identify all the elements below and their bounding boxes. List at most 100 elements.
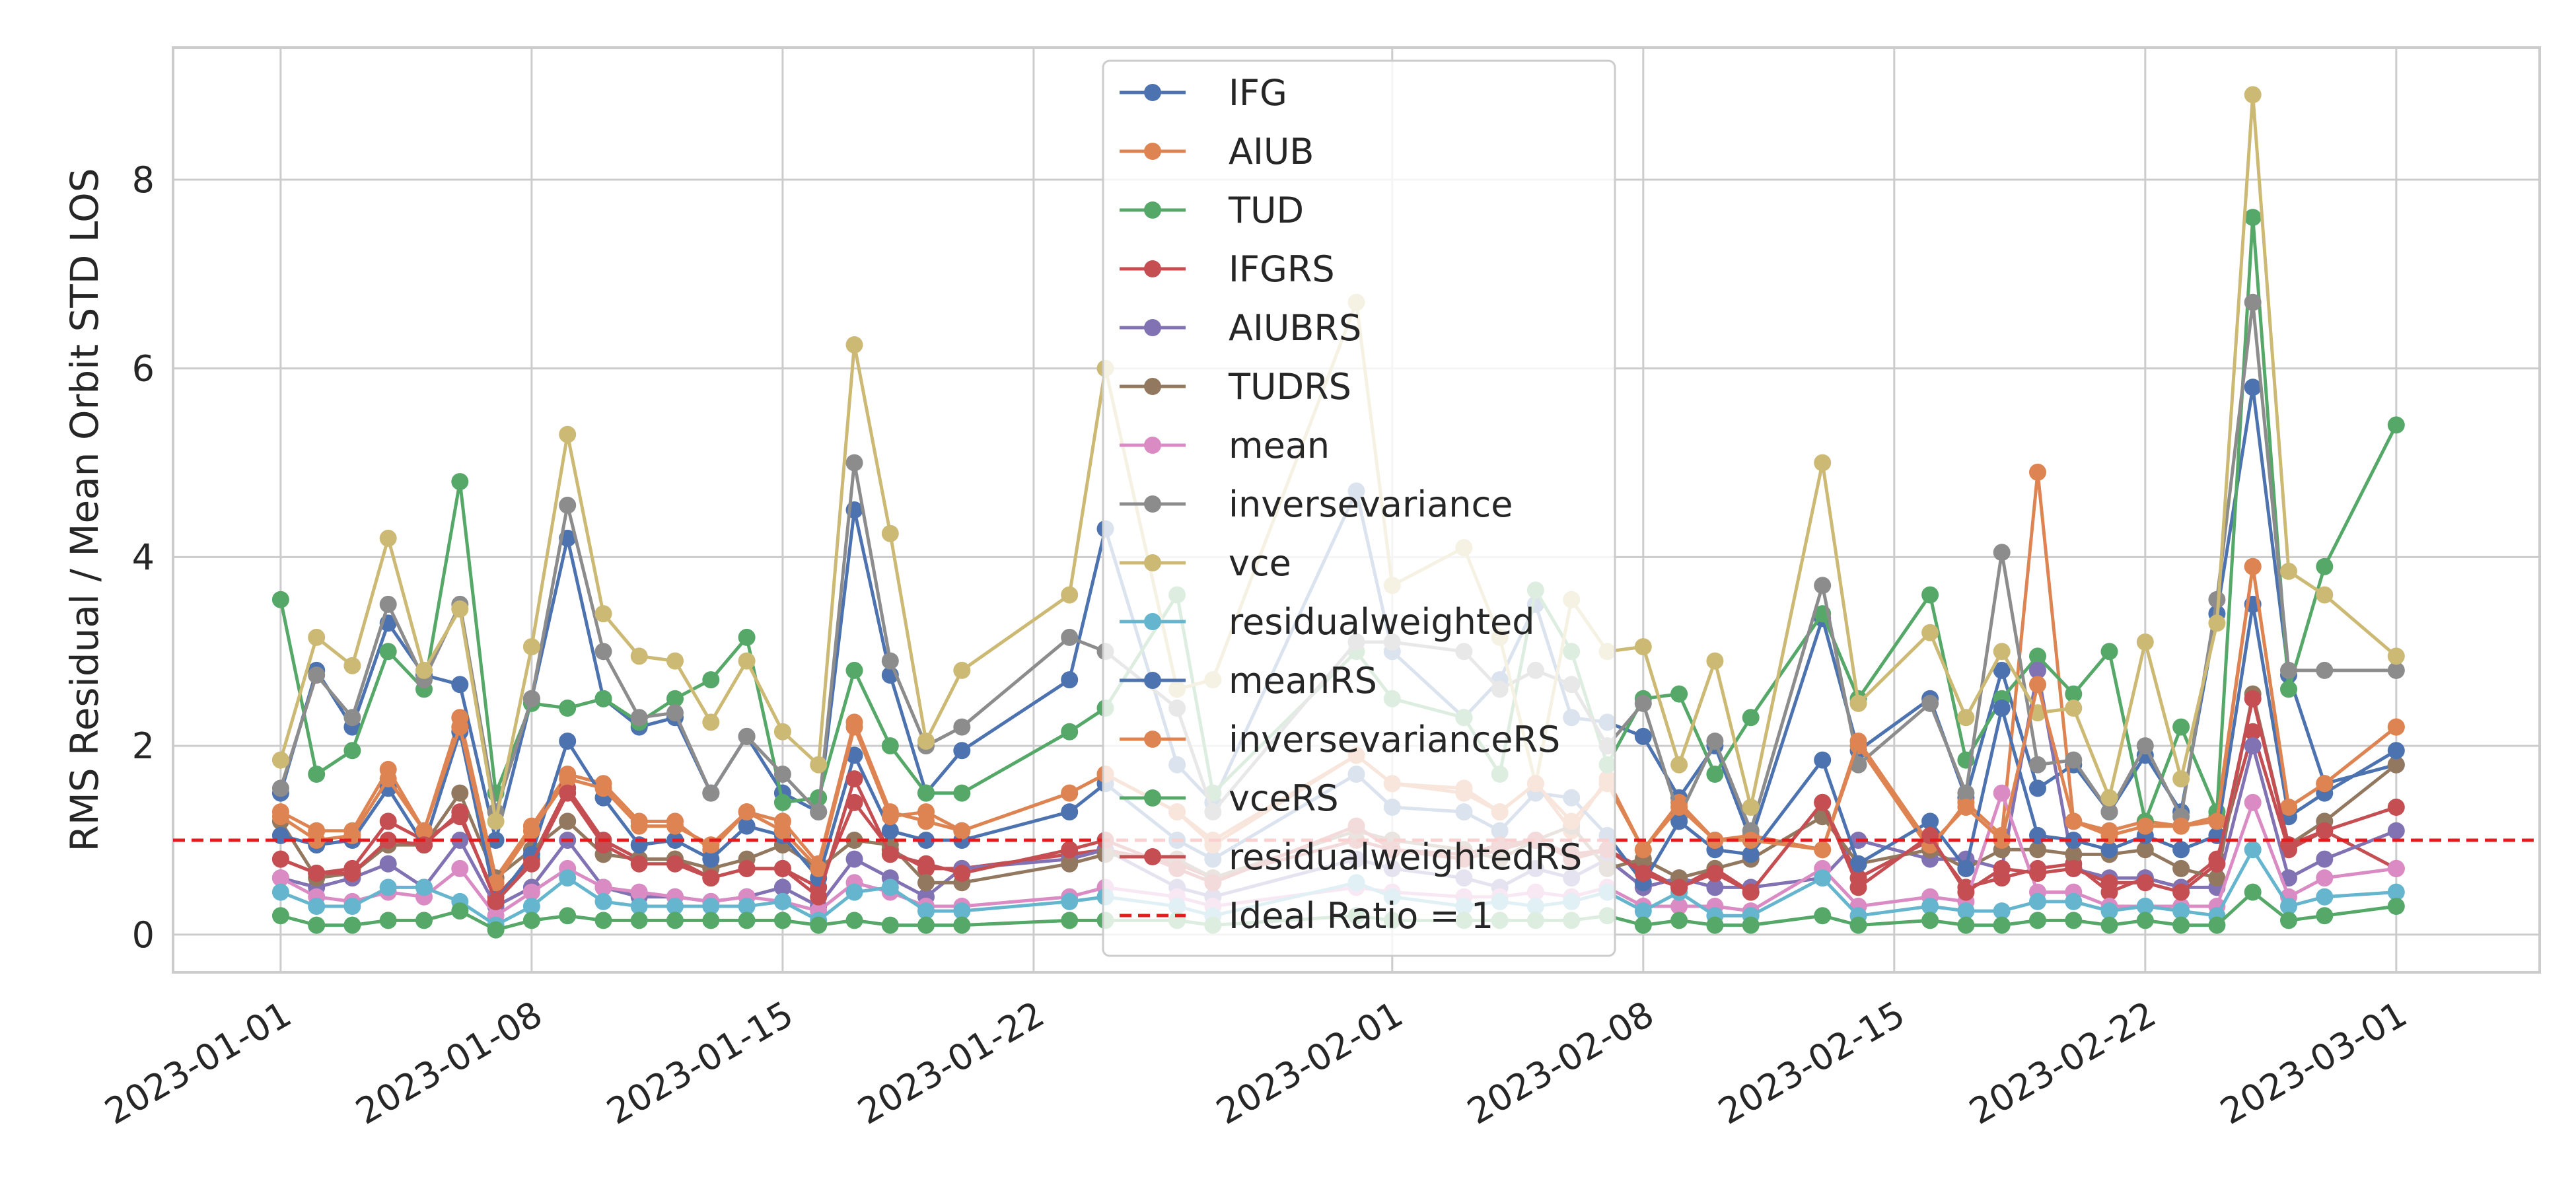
data-point-vceRS [487, 921, 505, 939]
data-point-inversevariance [773, 766, 791, 783]
legend-swatch-marker [1144, 143, 1161, 160]
data-point-inversevarianceRS [773, 822, 791, 840]
data-point-vceRS [2136, 912, 2154, 929]
data-point-vceRS [2172, 916, 2190, 934]
legend-swatch-marker [1144, 554, 1161, 571]
data-point-inversevarianceRS [1849, 733, 1867, 750]
data-point-vce [2244, 86, 2262, 104]
data-point-inversevarianceRS [379, 770, 397, 788]
data-point-vceRS [1706, 916, 1724, 934]
legend-label: vceRS [1229, 777, 1339, 819]
data-point-TUD [2316, 558, 2334, 575]
data-point-residualweighted [1814, 869, 1832, 887]
data-point-inversevarianceRS [1993, 832, 2011, 849]
data-point-meanRS [2172, 841, 2190, 859]
legend-item-TUD: TUD [1120, 190, 1304, 231]
legend-item-inversevariance: inversevariance [1120, 484, 1513, 525]
data-point-vce [594, 605, 612, 623]
data-point-inversevarianceRS [2172, 817, 2190, 835]
data-point-inversevariance [2100, 803, 2118, 821]
data-point-inversevariance [594, 643, 612, 661]
data-point-vce [2387, 647, 2405, 665]
data-point-residualweightedRS [953, 865, 971, 882]
data-point-inversevariance [2136, 737, 2154, 755]
data-point-residualweightedRS [2244, 690, 2262, 707]
data-point-IFGRS [2244, 723, 2262, 740]
data-point-vceRS [845, 912, 863, 929]
data-point-inversevarianceRS [2029, 676, 2046, 694]
data-point-vceRS [271, 907, 289, 925]
data-point-residualweighted [2172, 902, 2190, 920]
data-point-meanRS [881, 822, 899, 840]
data-point-inversevariance [2387, 661, 2405, 679]
legend-swatch-marker [1144, 437, 1161, 454]
data-point-inversevariance [379, 595, 397, 613]
data-point-vceRS [1670, 912, 1688, 929]
data-point-TUD [953, 784, 971, 802]
legend-item-IFG: IFG [1120, 72, 1287, 114]
data-point-vce [953, 661, 971, 679]
data-point-inversevarianceRS [1957, 799, 1975, 816]
data-point-AIUBRS [379, 855, 397, 873]
data-point-inversevarianceRS [1061, 784, 1079, 802]
data-point-vce [451, 600, 469, 618]
data-point-residualweightedRS [1706, 865, 1724, 882]
data-point-mean [630, 883, 648, 901]
data-point-vce [1957, 709, 1975, 727]
legend-label: mean [1229, 425, 1330, 466]
data-point-vceRS [702, 912, 720, 929]
data-point-vceRS [1814, 907, 1832, 925]
data-point-mean [1993, 784, 2011, 802]
data-point-residualweightedRS [845, 770, 863, 788]
data-point-inversevarianceRS [559, 770, 577, 788]
data-point-AIUBRS [773, 879, 791, 896]
data-point-meanRS [845, 746, 863, 764]
data-point-residualweighted [379, 879, 397, 896]
data-point-inversevariance [308, 667, 326, 684]
data-point-residualweighted [738, 898, 756, 915]
data-point-inversevariance [1993, 544, 2011, 561]
data-point-residualweighted [415, 879, 433, 896]
data-point-residualweightedRS [1814, 793, 1832, 811]
data-point-vce [1634, 638, 1652, 656]
data-point-inversevarianceRS [2280, 799, 2297, 816]
data-point-IFG [2244, 378, 2262, 396]
data-point-TUD [2387, 416, 2405, 434]
legend-label: residualweighted [1229, 601, 1535, 643]
data-point-inversevarianceRS [522, 822, 540, 840]
data-point-inversevarianceRS [917, 803, 935, 821]
data-point-TUDRS [2387, 756, 2405, 774]
data-point-TUD [308, 766, 326, 783]
data-point-meanRS [559, 733, 577, 750]
legend-item-vce: vce [1120, 542, 1291, 584]
data-point-vceRS [451, 902, 469, 920]
data-point-inversevariance [2029, 756, 2046, 774]
data-point-vceRS [1849, 916, 1867, 934]
data-point-vceRS [666, 912, 684, 929]
data-point-TUD [702, 671, 720, 689]
data-point-residualweighted [343, 898, 361, 915]
data-point-vce [1061, 586, 1079, 604]
data-point-mean [2387, 859, 2405, 877]
data-point-residualweightedRS [2208, 855, 2226, 873]
data-point-vce [630, 647, 648, 665]
data-point-TUD [2280, 680, 2297, 698]
data-point-mean [2244, 793, 2262, 811]
data-point-meanRS [1061, 803, 1079, 821]
data-point-vceRS [630, 912, 648, 929]
legend-item-AIUBRS: AIUBRS [1120, 307, 1361, 349]
data-point-meanRS [1670, 812, 1688, 830]
y-tick-label: 6 [132, 348, 155, 390]
data-point-vceRS [379, 912, 397, 929]
data-point-TUD [451, 473, 469, 491]
data-point-meanRS [1814, 751, 1832, 769]
data-point-vce [379, 529, 397, 547]
data-point-residualweighted [630, 898, 648, 915]
data-point-vceRS [917, 916, 935, 934]
data-point-TUDRS [2065, 846, 2083, 863]
data-point-TUD [2029, 647, 2046, 665]
data-point-inversevariance [271, 779, 289, 797]
data-point-TUD [845, 661, 863, 679]
data-point-vceRS [2316, 907, 2334, 925]
